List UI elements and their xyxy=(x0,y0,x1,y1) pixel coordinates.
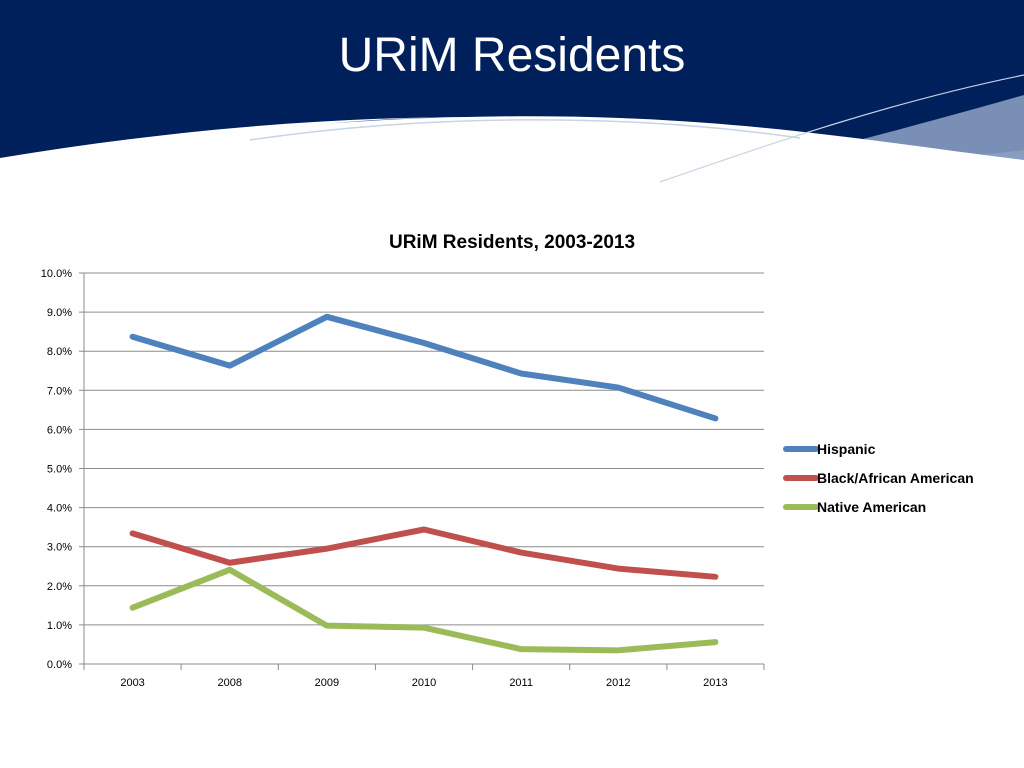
y-tick-label: 10.0% xyxy=(41,268,72,280)
header-line-2 xyxy=(659,74,1024,183)
legend-label: Hispanic xyxy=(817,441,876,457)
y-tick-label: 5.0% xyxy=(47,464,72,476)
y-tick-label: 7.0% xyxy=(47,385,72,397)
x-tick-label: 2008 xyxy=(217,677,241,689)
series-line xyxy=(129,313,719,422)
y-tick-label: 1.0% xyxy=(47,620,72,632)
y-tick-label: 3.0% xyxy=(47,542,72,554)
y-tick-label: 2.0% xyxy=(47,581,72,593)
x-tick-label: 2012 xyxy=(606,677,630,689)
legend-label: Black/African American xyxy=(817,470,974,486)
y-tick-label: 9.0% xyxy=(47,307,72,319)
header-navy-band xyxy=(0,0,1024,161)
slide-title: URiM Residents xyxy=(338,29,686,82)
chart-legend: Hispanic Black/African American Native Ame… xyxy=(783,441,974,515)
x-tick-label: 2009 xyxy=(315,677,339,689)
chart-gridlines xyxy=(84,272,764,665)
x-tick-label: 2003 xyxy=(120,677,144,689)
y-axis: 0.0% 1.0% 2.0% 3.0% 4.0% 5.0% 6.0% 7.0% 8.0% 9.0%… xyxy=(41,268,85,671)
header-wave-graphic xyxy=(0,0,1024,200)
header-line-1 xyxy=(249,119,801,141)
y-tick-label: 6.0% xyxy=(47,424,72,436)
slide-header-banner: URiM Residents xyxy=(0,0,1024,200)
y-tick-label: 8.0% xyxy=(47,346,72,358)
x-tick-label: 2013 xyxy=(703,677,727,689)
y-tick-label: 4.0% xyxy=(47,503,72,515)
x-axis: 2003 2008 2009 2010 2011 2012 2013 xyxy=(83,664,765,689)
x-tick-label: 2011 xyxy=(509,677,533,689)
chart-series xyxy=(129,313,719,654)
series-line xyxy=(129,566,719,654)
header-white-curve xyxy=(0,116,1024,200)
series-line xyxy=(129,526,719,580)
x-tick-label: 2010 xyxy=(412,677,436,689)
legend-label: Native American xyxy=(817,499,926,515)
y-tick-label: 0.0% xyxy=(47,659,72,671)
chart-title: URiM Residents, 2003-2013 xyxy=(389,232,635,253)
